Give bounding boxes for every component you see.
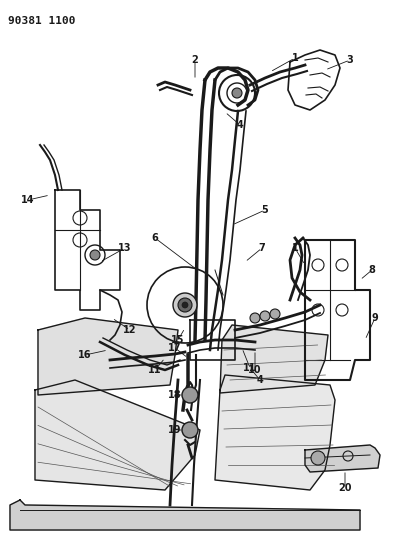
- Circle shape: [250, 313, 260, 323]
- Text: 2: 2: [192, 55, 198, 65]
- Text: 10: 10: [248, 365, 262, 375]
- Text: 15: 15: [171, 335, 185, 345]
- Text: 13: 13: [118, 243, 132, 253]
- Text: 90381 1100: 90381 1100: [8, 16, 75, 26]
- Text: 17: 17: [168, 343, 182, 353]
- Circle shape: [270, 309, 280, 319]
- Circle shape: [182, 422, 198, 438]
- Polygon shape: [215, 375, 335, 490]
- Text: 19: 19: [168, 425, 182, 435]
- Text: 11: 11: [243, 363, 257, 373]
- Text: 5: 5: [262, 205, 269, 215]
- Polygon shape: [305, 445, 380, 472]
- Circle shape: [90, 250, 100, 260]
- Circle shape: [182, 302, 188, 308]
- Text: 1: 1: [292, 243, 298, 253]
- Text: 8: 8: [369, 265, 375, 275]
- Circle shape: [178, 298, 192, 312]
- Polygon shape: [10, 500, 360, 530]
- Text: 16: 16: [78, 350, 92, 360]
- Text: 1: 1: [292, 53, 298, 63]
- Text: 12: 12: [123, 325, 137, 335]
- Text: 4: 4: [237, 120, 243, 130]
- Circle shape: [182, 387, 198, 403]
- Text: 9: 9: [372, 313, 378, 323]
- Circle shape: [173, 293, 197, 317]
- Polygon shape: [220, 325, 328, 393]
- Circle shape: [232, 88, 242, 98]
- Text: 7: 7: [259, 243, 265, 253]
- Text: 3: 3: [347, 55, 354, 65]
- Circle shape: [260, 311, 270, 321]
- Text: 6: 6: [151, 233, 158, 243]
- Text: 20: 20: [338, 483, 352, 493]
- Circle shape: [311, 451, 325, 465]
- Text: 11: 11: [148, 365, 162, 375]
- Text: 4: 4: [257, 375, 263, 385]
- Polygon shape: [38, 318, 178, 395]
- Text: 14: 14: [21, 195, 35, 205]
- Text: 18: 18: [168, 390, 182, 400]
- Polygon shape: [35, 380, 200, 490]
